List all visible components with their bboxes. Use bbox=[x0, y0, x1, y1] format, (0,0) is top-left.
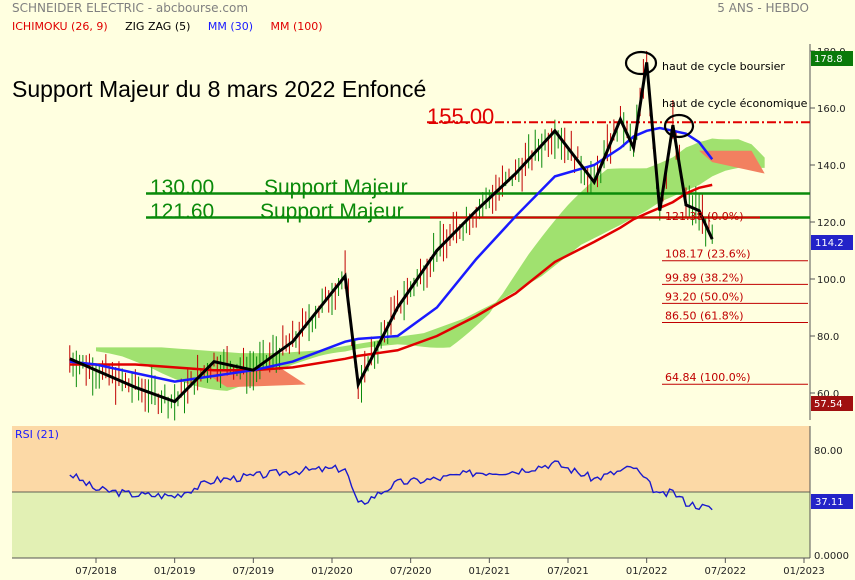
time-tick-label: 01/2021 bbox=[469, 566, 511, 577]
price-tick-label: 140.0 bbox=[817, 161, 846, 172]
cycle-top-market-label: haut de cycle boursier bbox=[662, 60, 785, 73]
price-tick-label: 160.0 bbox=[817, 104, 846, 115]
legend-mm100: MM (100) bbox=[270, 20, 323, 33]
price-tick-label: 100.0 bbox=[817, 275, 846, 286]
zigzag-line bbox=[69, 62, 714, 404]
rsi-label: RSI (21) bbox=[15, 428, 59, 441]
legend-ichimoku: ICHIMOKU (26, 9) bbox=[12, 20, 108, 33]
price-tick-label: 80.0 bbox=[817, 332, 839, 343]
mm30-line bbox=[69, 126, 714, 383]
support1-value: 130.00 bbox=[150, 176, 214, 199]
legend-mm30: MM (30) bbox=[207, 20, 253, 33]
fib-level-label: 108.17 (23.6%) bbox=[665, 248, 751, 261]
fib-level-label: 93.20 (50.0%) bbox=[665, 290, 744, 303]
rsi-line bbox=[69, 460, 713, 511]
time-axis-ticks: 07/2018 01/2019 07/2019 01/2020 07/2020 01/20… bbox=[75, 558, 825, 577]
chart-title: SCHNEIDER ELECTRIC - abcbourse.com bbox=[12, 1, 249, 15]
rsi-value-badge bbox=[811, 494, 853, 509]
time-tick-label: 07/2018 bbox=[75, 566, 117, 577]
fib-level-label: 86.50 (61.8%) bbox=[665, 309, 744, 322]
indicator-legend: ICHIMOKU (26, 9) ZIG ZAG (5) MM (30) MM … bbox=[12, 20, 323, 33]
rsi-series-line bbox=[69, 460, 713, 511]
cycle-top-economic-circle bbox=[663, 113, 695, 139]
rsi-tick-0: 0.0000 bbox=[814, 551, 849, 562]
fib-level-label: 99.89 (38.2%) bbox=[665, 271, 744, 284]
support2-label: Support Majeur bbox=[260, 200, 404, 223]
last-price-value: 114.2 bbox=[815, 238, 844, 249]
low-price-badge bbox=[811, 396, 853, 411]
fib-level-label: 64.84 (100.0%) bbox=[665, 371, 751, 384]
cycle-top-economic-label: haut de cycle économique bbox=[662, 97, 808, 110]
ichimoku-cloud-bearish bbox=[699, 150, 765, 174]
indicator-lines bbox=[69, 62, 714, 404]
time-tick-label: 01/2019 bbox=[154, 566, 196, 577]
time-tick-label: 07/2021 bbox=[547, 566, 589, 577]
rsi-tick-80: 80.00 bbox=[814, 446, 843, 457]
rsi-value: 37.11 bbox=[815, 497, 844, 508]
time-tick-label: 01/2020 bbox=[311, 566, 353, 577]
support2-value: 121.60 bbox=[150, 200, 214, 223]
fibonacci-levels: 121.38 (0.0%) 108.17 (23.6%) 99.89 (38.2%)… bbox=[662, 210, 808, 385]
time-tick-label: 01/2022 bbox=[626, 566, 668, 577]
price-tick-label: 60.0 bbox=[817, 389, 839, 400]
mm100-line bbox=[69, 183, 713, 372]
rsi-panel-bottom bbox=[12, 492, 810, 558]
legend-zigzag: ZIG ZAG (5) bbox=[125, 20, 191, 33]
time-tick-label: 07/2020 bbox=[390, 566, 432, 577]
ichimoku-cloud-body bbox=[96, 138, 765, 391]
cycle-top-market-circle bbox=[624, 50, 658, 76]
top-price-badge bbox=[811, 51, 853, 66]
last-price-badge bbox=[811, 235, 853, 250]
price-tick-label: 120.0 bbox=[817, 218, 846, 229]
period-label: 5 ANS - HEBDO bbox=[717, 1, 809, 15]
time-tick-label: 07/2019 bbox=[233, 566, 275, 577]
rsi-panel-top bbox=[12, 426, 810, 492]
time-tick-label: 01/2023 bbox=[783, 566, 825, 577]
time-tick-label: 07/2022 bbox=[705, 566, 747, 577]
top-price-value: 178.8 bbox=[814, 54, 843, 65]
support1-label: Support Majeur bbox=[264, 176, 408, 199]
low-price-value: 57.54 bbox=[814, 399, 843, 410]
fib-level-label: 121.38 (0.0%) bbox=[665, 210, 744, 223]
main-annotation-title: Support Majeur du 8 mars 2022 Enfoncé bbox=[12, 76, 426, 102]
level-155-label: 155.00 bbox=[427, 104, 494, 129]
